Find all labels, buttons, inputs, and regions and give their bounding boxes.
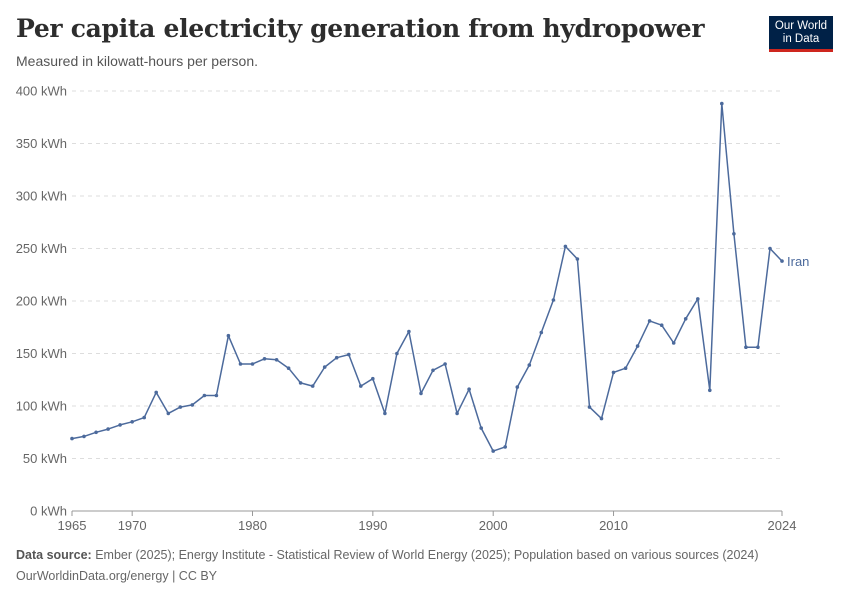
data-point: [154, 390, 158, 395]
data-point: [118, 423, 122, 427]
data-point: [683, 317, 688, 321]
data-point: [527, 363, 532, 367]
chart-subtitle: Measured in kilowatt-hours per person.: [16, 53, 259, 69]
data-point: [262, 357, 267, 361]
data-source-label: Data source:: [16, 548, 92, 562]
data-point: [599, 416, 604, 421]
y-tick-label: 0 kWh: [30, 504, 67, 519]
x-tick-label: 2024: [768, 518, 797, 530]
data-point: [467, 387, 471, 392]
data-point: [708, 388, 712, 393]
x-tick-label: 1990: [358, 518, 387, 530]
data-point: [142, 415, 146, 420]
y-tick-label: 300 kWh: [16, 189, 67, 204]
y-tick-label: 50 kWh: [23, 451, 67, 466]
data-point: [130, 420, 134, 424]
license-link[interactable]: OurWorldinData.org/energy | CC BY: [16, 569, 218, 583]
x-tick-label: 1980: [238, 518, 267, 530]
data-point: [696, 297, 700, 301]
data-point: [575, 257, 580, 261]
series-line: [71, 102, 783, 452]
data-point: [70, 436, 74, 441]
y-tick-label: 150 kWh: [16, 346, 67, 361]
data-point: [623, 366, 628, 371]
data-point: [563, 244, 568, 249]
data-point: [587, 405, 592, 409]
logo-line-2: in Data: [782, 33, 820, 45]
data-point: [226, 333, 231, 338]
data-point: [310, 384, 315, 388]
series-layer: Iran: [70, 101, 809, 453]
data-point: [419, 391, 423, 396]
series-label: Iran: [787, 254, 809, 269]
data-source-text: Ember (2025); Energy Institute - Statist…: [91, 548, 759, 562]
data-point: [491, 449, 496, 453]
data-point: [334, 355, 339, 360]
data-point: [166, 411, 171, 416]
data-point: [407, 329, 411, 334]
data-source: Data source: Ember (2025); Energy Instit…: [16, 548, 759, 562]
x-tick-label: 1965: [58, 518, 87, 530]
data-point: [780, 259, 784, 263]
y-tick-label: 200 kWh: [16, 294, 67, 309]
y-tick-label: 400 kWh: [16, 84, 67, 99]
x-tick-label: 2000: [479, 518, 508, 530]
data-point: [298, 381, 303, 385]
logo-line-1: Our World: [774, 20, 828, 32]
line-chart: 0 kWh 50 kWh 100 kWh 150 kWh 200 kWh 250 kWh 3…: [16, 84, 810, 531]
data-point: [647, 319, 652, 323]
data-point: [659, 323, 664, 327]
data-point: [274, 358, 279, 362]
data-point: [671, 341, 676, 345]
data-point: [744, 345, 748, 350]
data-point: [94, 430, 98, 435]
y-tick-label: 100 kWh: [16, 399, 67, 414]
data-point: [539, 330, 544, 335]
data-point: [479, 426, 484, 430]
grid-lines: [72, 90, 782, 459]
data-point: [238, 362, 243, 366]
data-point: [383, 411, 387, 416]
data-point: [732, 232, 736, 236]
data-point: [395, 351, 399, 356]
data-point: [250, 362, 255, 366]
data-point: [503, 445, 508, 449]
data-point: [431, 368, 435, 373]
y-tick-label: 250 kWh: [16, 241, 67, 256]
data-point: [756, 345, 760, 350]
data-point: [190, 403, 195, 407]
data-point: [347, 352, 351, 357]
data-point: [371, 376, 375, 381]
x-tick-label: 1970: [118, 518, 147, 530]
data-point: [286, 366, 291, 371]
data-point: [322, 365, 327, 369]
data-point: [202, 393, 207, 398]
data-point: [443, 362, 447, 366]
data-point: [720, 101, 724, 106]
axes: 0 kWh 50 kWh 100 kWh 150 kWh 200 kWh 250 kWh 3…: [16, 84, 797, 531]
data-point: [768, 246, 772, 251]
owid-logo[interactable]: Our World in Data: [769, 16, 833, 52]
x-tick-label: 2010: [599, 518, 628, 530]
data-point: [359, 384, 363, 388]
data-point: [82, 434, 86, 439]
data-point: [611, 370, 616, 375]
data-point: [551, 298, 556, 302]
data-point: [214, 393, 219, 398]
y-tick-label: 350 kWh: [16, 136, 67, 151]
data-point: [106, 427, 110, 431]
data-point: [455, 411, 459, 416]
data-point: [635, 344, 640, 348]
data-point: [178, 405, 183, 409]
chart-title: Per capita electricity generation from h…: [16, 14, 705, 43]
data-point: [515, 385, 520, 389]
